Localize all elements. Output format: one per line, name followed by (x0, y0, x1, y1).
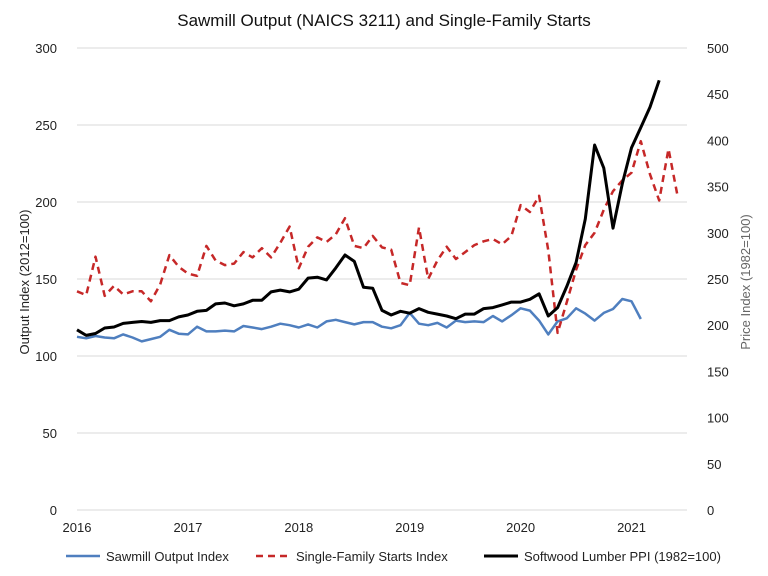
y2-tick-label: 300 (707, 226, 729, 241)
x-tick-label: 2021 (617, 520, 646, 535)
x-tick-label: 2017 (173, 520, 202, 535)
y2-tick-label: 0 (707, 503, 714, 518)
x-axis: 2016 2017 2018 2019 2020 2021 (63, 520, 646, 535)
y-axis-left: 0 50 100 150 200 250 300 (35, 41, 57, 518)
y-tick-label: 50 (43, 426, 57, 441)
y-tick-label: 200 (35, 195, 57, 210)
x-tick-label: 2016 (63, 520, 92, 535)
y2-tick-label: 350 (707, 180, 729, 195)
y2-tick-label: 250 (707, 272, 729, 287)
y-tick-label: 250 (35, 118, 57, 133)
gridlines (77, 47, 687, 511)
y2-tick-label: 400 (707, 133, 729, 148)
y2-tick-label: 500 (707, 41, 729, 56)
x-tick-label: 2019 (395, 520, 424, 535)
y-tick-label: 0 (50, 503, 57, 518)
legend: Sawmill Output Index Single-Family Starts… (66, 549, 721, 564)
chart-title: Sawmill Output (NAICS 3211) and Single-F… (177, 11, 591, 30)
legend-label: Sawmill Output Index (106, 549, 229, 564)
y-tick-label: 100 (35, 349, 57, 364)
y-tick-label: 300 (35, 41, 57, 56)
x-tick-label: 2020 (506, 520, 535, 535)
series-line-1 (76, 297, 642, 343)
y2-tick-label: 100 (707, 411, 729, 426)
y-axis-title: Output Index (2012=100) (17, 210, 32, 355)
series-line-2 (76, 139, 679, 335)
legend-label: Single-Family Starts Index (296, 549, 448, 564)
y2-axis-title: Price Index (1982=100) (738, 214, 753, 350)
series-line-3 (76, 79, 661, 337)
y-axis-right: 0 50 100 150 200 250 300 350 400 450 500 (707, 41, 729, 518)
x-tick-label: 2018 (284, 520, 313, 535)
series-lines (76, 79, 679, 343)
y2-tick-label: 450 (707, 87, 729, 102)
legend-label: Softwood Lumber PPI (1982=100) (524, 549, 721, 564)
y-tick-label: 150 (35, 272, 57, 287)
y2-tick-label: 200 (707, 318, 729, 333)
y2-tick-label: 150 (707, 364, 729, 379)
y2-tick-label: 50 (707, 457, 721, 472)
